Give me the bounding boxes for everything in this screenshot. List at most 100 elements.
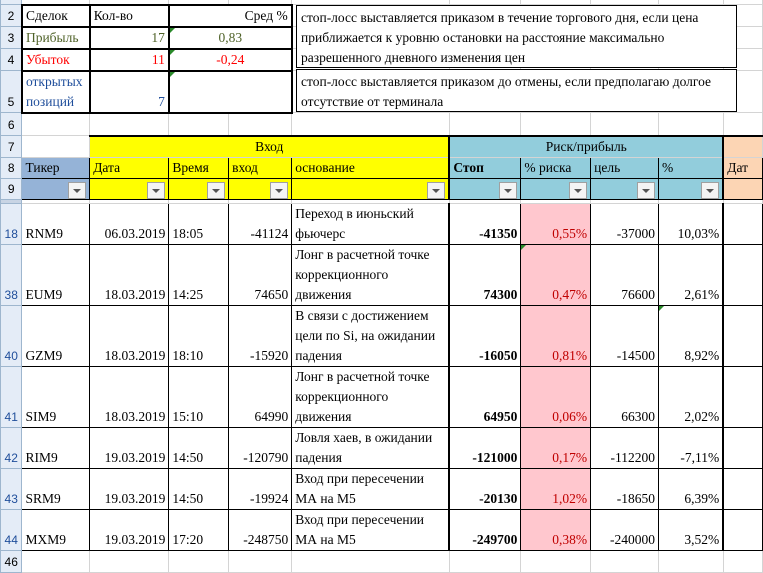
cell[interactable] <box>590 112 659 136</box>
cell[interactable] <box>89 549 170 573</box>
filter-cell[interactable] <box>657 177 724 200</box>
row-header[interactable]: 8 <box>0 156 23 179</box>
stop-cell[interactable]: -41350 <box>448 202 522 245</box>
cell[interactable] <box>291 549 450 573</box>
reason-cell[interactable]: Переход в июньский фьючерс <box>291 202 450 245</box>
reason-cell[interactable]: Лонг в расчетной точке коррекционного дв… <box>291 365 450 428</box>
filter-dropdown-icon[interactable] <box>701 181 720 198</box>
cell[interactable] <box>21 112 91 136</box>
entry-cell[interactable]: 74650 <box>228 243 293 306</box>
entry-cell[interactable]: -248750 <box>228 508 293 551</box>
cell[interactable] <box>722 112 763 136</box>
filter-dropdown-icon[interactable] <box>68 181 87 198</box>
cell[interactable] <box>21 549 91 573</box>
reason-cell[interactable]: В связи с достижением цели по Si, на ожи… <box>291 304 450 367</box>
time-cell[interactable]: 15:10 <box>168 365 230 428</box>
cell[interactable] <box>168 112 230 136</box>
reason-cell[interactable]: Ловля хаев, в ожидании падения <box>291 426 450 469</box>
date-cell[interactable]: 19.03.2019 <box>89 508 170 551</box>
profit-percent-cell[interactable]: 10,03% <box>657 202 724 245</box>
ticker-cell[interactable]: RNM9 <box>21 202 91 245</box>
row-header[interactable]: 43 <box>0 467 23 510</box>
date-cell[interactable]: 19.03.2019 <box>89 426 170 469</box>
filter-dropdown-icon[interactable] <box>427 181 446 198</box>
summary-avg[interactable]: 0,83 <box>167 25 293 50</box>
row-header[interactable]: 3 <box>0 26 23 49</box>
ticker-cell[interactable]: EUM9 <box>21 243 91 306</box>
cell[interactable] <box>291 112 450 136</box>
ticker-cell[interactable]: RIM9 <box>21 426 91 469</box>
summary-count[interactable]: 11 <box>88 47 170 72</box>
cell[interactable] <box>228 112 293 136</box>
next-cell[interactable] <box>722 508 763 551</box>
time-cell[interactable]: 14:50 <box>168 467 230 510</box>
profit-percent-cell[interactable]: 8,92% <box>657 304 724 367</box>
risk-percent-cell[interactable]: 1,02% <box>520 467 592 510</box>
filter-dropdown-icon[interactable] <box>636 181 655 198</box>
date-cell[interactable]: 06.03.2019 <box>89 202 170 245</box>
profit-percent-cell[interactable]: 6,39% <box>657 467 724 510</box>
reason-cell[interactable]: Лонг в расчетной точке коррекционного дв… <box>291 243 450 306</box>
risk-percent-cell[interactable]: 0,81% <box>520 304 592 367</box>
time-cell[interactable]: 18:05 <box>168 202 230 245</box>
cell[interactable] <box>21 135 91 158</box>
filter-dropdown-icon[interactable] <box>147 181 166 198</box>
ticker-cell[interactable]: GZM9 <box>21 304 91 367</box>
filter-cell[interactable] <box>448 177 522 200</box>
cell[interactable] <box>722 134 763 158</box>
cell[interactable] <box>448 112 522 136</box>
target-cell[interactable]: 76600 <box>590 243 659 306</box>
filter-dropdown-icon[interactable] <box>569 181 588 198</box>
row-header[interactable]: 46 <box>0 549 23 573</box>
ticker-cell[interactable]: MXM9 <box>21 508 91 551</box>
target-cell[interactable]: -14500 <box>590 304 659 367</box>
filter-cell[interactable] <box>168 177 230 200</box>
profit-percent-cell[interactable]: -7,11% <box>657 426 724 469</box>
reason-cell[interactable]: Вход при пересечении МА на М5 <box>291 508 450 551</box>
stop-cell[interactable]: -16050 <box>448 304 522 367</box>
date-cell[interactable]: 18.03.2019 <box>89 365 170 428</box>
cell[interactable] <box>657 549 724 573</box>
stop-cell[interactable]: -121000 <box>448 426 522 469</box>
filter-cell[interactable] <box>722 177 763 200</box>
row-header[interactable]: 7 <box>0 135 23 158</box>
target-cell[interactable]: 66300 <box>590 365 659 428</box>
row-header[interactable]: 5 <box>0 70 23 113</box>
entry-cell[interactable]: -41124 <box>228 202 293 245</box>
reason-cell[interactable]: Вход при пересечении МА на М5 <box>291 467 450 510</box>
next-cell[interactable] <box>722 365 763 428</box>
time-cell[interactable]: 18:10 <box>168 304 230 367</box>
next-cell[interactable] <box>722 467 763 510</box>
filter-dropdown-icon[interactable] <box>499 181 518 198</box>
cell[interactable] <box>520 549 592 573</box>
date-cell[interactable]: 19.03.2019 <box>89 467 170 510</box>
filter-cell[interactable] <box>291 177 450 200</box>
date-cell[interactable]: 18.03.2019 <box>89 304 170 367</box>
next-cell[interactable] <box>722 426 763 469</box>
next-cell[interactable] <box>722 243 763 306</box>
time-cell[interactable]: 14:25 <box>168 243 230 306</box>
profit-percent-cell[interactable]: 2,61% <box>657 243 724 306</box>
row-header[interactable]: 41 <box>0 365 23 428</box>
row-header[interactable]: 4 <box>0 48 23 71</box>
risk-percent-cell[interactable]: 0,55% <box>520 202 592 245</box>
cell[interactable] <box>722 549 763 573</box>
entry-cell[interactable]: -15920 <box>228 304 293 367</box>
ticker-cell[interactable]: SRM9 <box>21 467 91 510</box>
date-cell[interactable]: 18.03.2019 <box>89 243 170 306</box>
next-cell[interactable] <box>722 202 763 245</box>
row-header[interactable]: 9 <box>0 177 23 200</box>
target-cell[interactable]: -18650 <box>590 467 659 510</box>
row-header[interactable]: 18 <box>0 202 23 245</box>
row-header[interactable]: 6 <box>0 112 23 136</box>
risk-percent-cell[interactable]: 0,06% <box>520 365 592 428</box>
filter-cell[interactable] <box>228 177 293 200</box>
profit-percent-cell[interactable]: 2,02% <box>657 365 724 428</box>
row-header[interactable]: 44 <box>0 508 23 551</box>
profit-percent-cell[interactable]: 3,52% <box>657 508 724 551</box>
filter-cell[interactable] <box>21 177 91 200</box>
target-cell[interactable]: -240000 <box>590 508 659 551</box>
ticker-cell[interactable]: SIM9 <box>21 365 91 428</box>
filter-cell[interactable] <box>89 177 170 200</box>
summary-avg[interactable] <box>167 69 293 114</box>
